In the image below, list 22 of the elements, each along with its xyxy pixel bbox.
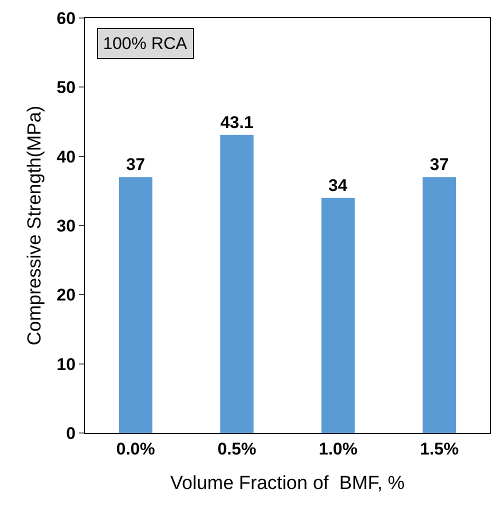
bar	[422, 177, 456, 433]
x-axis-title: Volume Fraction of BMF, %	[170, 473, 405, 494]
y-tick-label: 0	[66, 424, 76, 443]
y-tick-label: 50	[56, 78, 76, 98]
data-label: 37	[430, 155, 449, 174]
x-tick-label: 1.5%	[420, 439, 459, 458]
bar	[321, 198, 355, 433]
bar	[220, 134, 254, 433]
y-tick-label: 60	[56, 8, 76, 28]
x-tick-label: 1.0%	[318, 439, 358, 458]
data-label: 37	[126, 155, 146, 174]
y-tick-label: 40	[56, 147, 76, 166]
bar	[118, 177, 152, 433]
y-tick-label: 20	[56, 286, 76, 305]
x-tick-label: 0.0%	[116, 439, 156, 458]
annotation: 100% RCA	[103, 34, 188, 53]
x-tick-label: 0.5%	[218, 439, 256, 458]
y-tick-label: 10	[56, 354, 76, 374]
y-tick-label: 30	[56, 216, 76, 236]
data-label: 34	[328, 176, 348, 195]
y-axis-title: Compressive Strength(MPa)	[24, 106, 46, 346]
data-label: 43.1	[220, 112, 254, 132]
